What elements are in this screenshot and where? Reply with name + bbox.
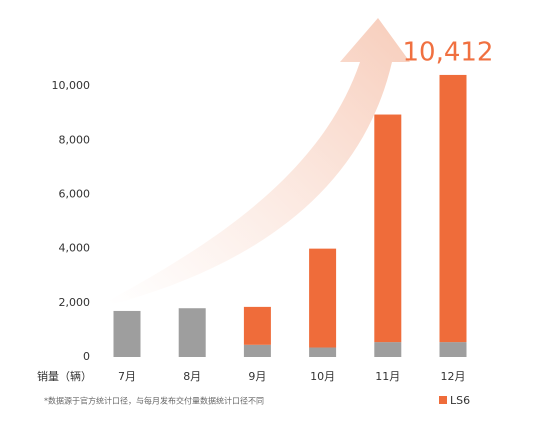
total-annotation: 10,412	[403, 38, 494, 68]
bar-segment	[309, 248, 337, 348]
bar-segment	[374, 342, 402, 357]
y-axis-label: 销量（辆）	[37, 369, 92, 383]
y-tick-label: 0	[83, 350, 90, 363]
x-tick-label: 8月	[183, 370, 201, 383]
bar-segment	[374, 114, 402, 343]
x-tick-label: 12月	[441, 370, 466, 383]
footnote: *数据源于官方统计口径，与每月发布交付量数据统计口径不同	[44, 396, 264, 406]
x-tick-label: 7月	[118, 370, 136, 383]
y-tick-label: 2,000	[59, 296, 91, 309]
legend-swatch	[439, 396, 447, 404]
y-tick-label: 8,000	[59, 133, 91, 146]
bar-segment	[309, 347, 337, 357]
growth-arrow	[110, 18, 410, 305]
bar-segment	[113, 310, 141, 357]
x-tick-label: 10月	[310, 370, 335, 383]
bar-segment	[178, 308, 206, 357]
bar-segment	[439, 74, 467, 343]
legend-label: LS6	[450, 394, 470, 407]
x-tick-label: 11月	[375, 370, 400, 383]
y-tick-label: 4,000	[59, 242, 91, 255]
bar-segment	[243, 306, 271, 345]
y-tick-label: 10,000	[52, 79, 91, 92]
bar-segment	[439, 342, 467, 357]
y-tick-label: 6,000	[59, 187, 91, 200]
bar-segment	[243, 344, 271, 357]
x-tick-label: 9月	[248, 370, 266, 383]
